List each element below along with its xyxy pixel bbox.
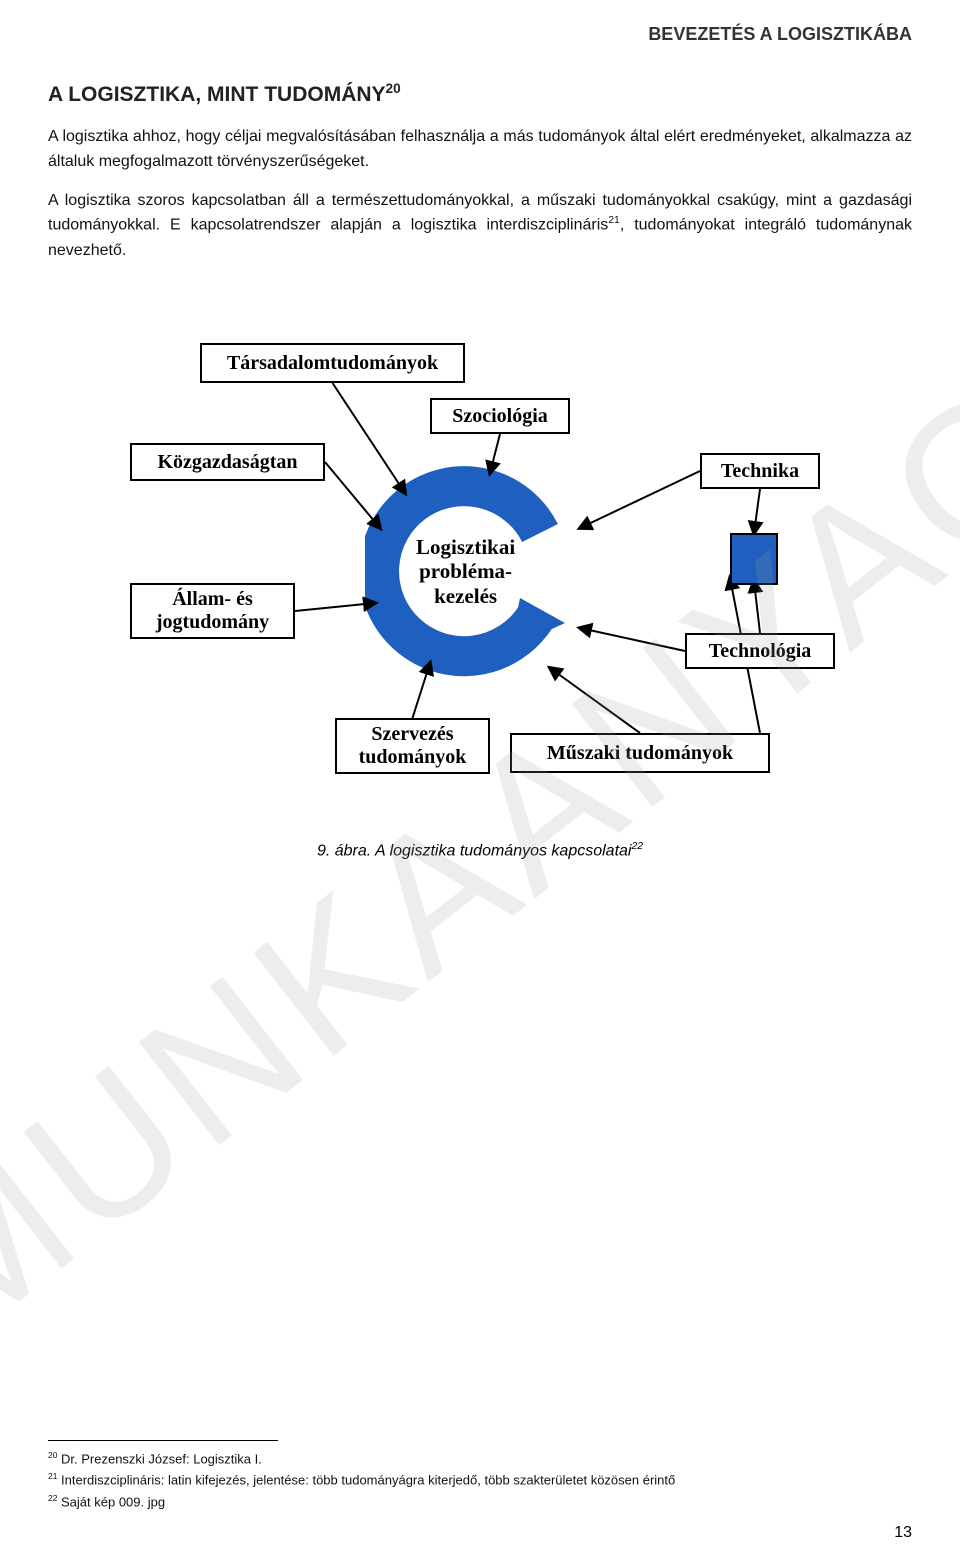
footnote-22-num: 22 [48, 1493, 57, 1503]
footnote-22-text: Saját kép 009. jpg [61, 1495, 165, 1510]
footnote-21-text: Interdiszciplináris: latin kifejezés, je… [61, 1473, 675, 1488]
node-szervezes: Szervezéstudományok [335, 718, 490, 774]
footnote-21: 21 Interdiszciplináris: latin kifejezés,… [48, 1470, 912, 1490]
node-technologia: Technológia [685, 633, 835, 669]
node-szoc: Szociológia [430, 398, 570, 434]
node-kozgaz: Közgazdaságtan [130, 443, 325, 481]
footnote-20-num: 20 [48, 1450, 57, 1460]
center-label: Logisztikai probléma- kezelés [416, 535, 515, 607]
paragraph-1: A logisztika ahhoz, hogy céljai megvalós… [48, 125, 912, 175]
page-number: 13 [894, 1524, 912, 1542]
section-title-text: A LOGISZTIKA, MINT TUDOMÁNY [48, 83, 386, 106]
center-label-line2: probléma- [419, 559, 512, 583]
section-title-ref: 20 [386, 81, 401, 96]
center-label-line1: Logisztikai [416, 535, 515, 559]
footnote-22: 22 Saját kép 009. jpg [48, 1492, 912, 1512]
paragraph-2-ref: 21 [608, 215, 620, 226]
caption-ref: 22 [631, 841, 643, 852]
footnotes: 20 Dr. Prezenszki József: Logisztika I. … [48, 1440, 912, 1514]
paragraph-2: A logisztika szoros kapcsolatban áll a t… [48, 189, 912, 264]
footnote-rule [48, 1440, 278, 1441]
footnote-20-text: Dr. Prezenszki József: Logisztika I. [61, 1451, 262, 1466]
caption-text: 9. ábra. A logisztika tudományos kapcsol… [317, 843, 632, 860]
blue-box-icon [730, 533, 778, 585]
node-tarsadalom: Társadalomtudományok [200, 343, 465, 383]
footnote-21-num: 21 [48, 1471, 57, 1481]
node-muszaki: Műszaki tudományok [510, 733, 770, 773]
center-label-line3: kezelés [434, 584, 497, 608]
section-title: A LOGISZTIKA, MINT TUDOMÁNY20 [48, 81, 912, 107]
figure-caption: 9. ábra. A logisztika tudományos kapcsol… [317, 841, 643, 860]
diagram-container: Logisztikai probléma- kezelés Társadalom… [48, 303, 912, 860]
diagram: Logisztikai probléma- kezelés Társadalom… [110, 303, 850, 813]
node-technika: Technika [700, 453, 820, 489]
page: BEVEZETÉS A LOGISZTIKÁBA A LOGISZTIKA, M… [0, 0, 960, 1562]
footnote-20: 20 Dr. Prezenszki József: Logisztika I. [48, 1449, 912, 1469]
node-allam: Állam- ésjogtudomány [130, 583, 295, 639]
running-header: BEVEZETÉS A LOGISZTIKÁBA [48, 24, 912, 45]
